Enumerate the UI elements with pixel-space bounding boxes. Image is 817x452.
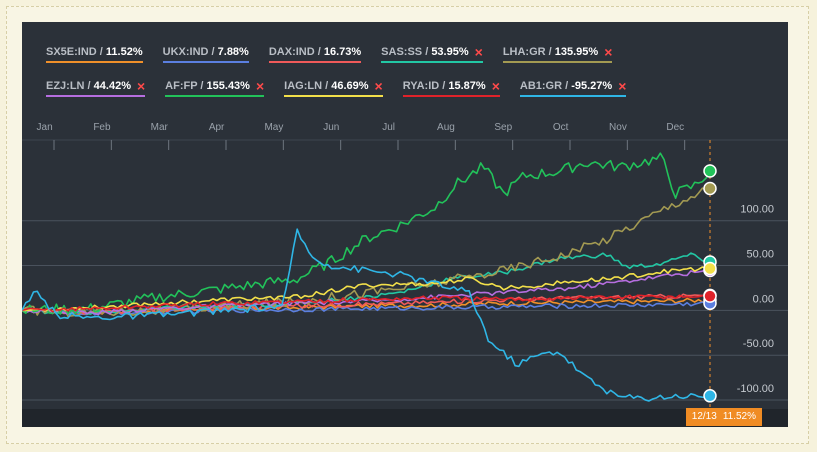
- chart-panel: 100.00 50.00 0.00 -50.00 -100.00 Jan Feb Mar Apr…: [22, 22, 788, 427]
- y-tick-label: 0.00: [753, 293, 774, 305]
- legend-ticker: IAG:LN: [284, 80, 323, 92]
- legend-ticker: UKX:IND: [162, 46, 209, 58]
- legend-label: LHA:GR / 135.95%: [502, 46, 599, 58]
- legend-item-rya-id[interactable]: RYA:ID / 15.87% ×: [402, 78, 500, 97]
- endpoint-marker-af-fp[interactable]: [703, 164, 717, 178]
- y-tick-label: -50.00: [743, 338, 774, 350]
- legend-ticker: SX5E:IND: [46, 46, 97, 58]
- legend-label: AB1:GR / -95.27%: [519, 80, 613, 92]
- y-tick-label: -100.00: [737, 383, 774, 395]
- legend-item-lha-gr[interactable]: LHA:GR / 135.95% ×: [502, 44, 613, 63]
- legend-ticker: DAX:IND: [268, 46, 315, 58]
- legend-value: 44.42%: [93, 80, 131, 92]
- legend-ticker: SAS:SS: [381, 46, 423, 58]
- endpoint-marker-rya-id[interactable]: [703, 289, 717, 303]
- legend-value: 15.87%: [448, 80, 486, 92]
- x-tick-label: Dec: [666, 122, 684, 133]
- legend-value: 53.95%: [431, 46, 469, 58]
- x-tick-label: Mar: [151, 122, 169, 133]
- legend-item-dax-ind[interactable]: DAX:IND / 16.73%: [268, 46, 362, 63]
- legend-value: 155.43%: [206, 80, 250, 92]
- series-line-lha-gr: [22, 187, 711, 317]
- x-axis-strip: [22, 409, 788, 427]
- series-line-ezj-ln: [22, 268, 711, 316]
- date-tag: 12/13 11.52%: [685, 408, 762, 426]
- legend-label: DAX:IND / 16.73%: [268, 46, 362, 58]
- legend-row-1: SX5E:IND / 11.52% UKX:IND / 7.88% DAX:IND …: [46, 44, 613, 70]
- legend-label: UKX:IND / 7.88%: [162, 46, 249, 58]
- legend-item-ukx-ind[interactable]: UKX:IND / 7.88%: [162, 46, 249, 63]
- legend-value: 46.69%: [331, 80, 369, 92]
- legend-value: 7.88%: [217, 46, 249, 58]
- legend-value: -95.27%: [571, 80, 613, 92]
- x-tick-label: Aug: [437, 122, 455, 133]
- remove-series-icon[interactable]: ×: [618, 78, 627, 94]
- series-line-ab1-gr: [22, 228, 711, 402]
- x-tick-label: Sep: [494, 122, 512, 133]
- x-tick-label: Jun: [323, 122, 339, 133]
- endpoint-marker-ab1-gr[interactable]: [703, 389, 717, 403]
- remove-series-icon[interactable]: ×: [136, 78, 146, 94]
- remove-series-icon[interactable]: ×: [374, 78, 383, 94]
- date-tag-value: 11.52%: [722, 411, 756, 422]
- x-tick-label: Feb: [93, 122, 111, 133]
- series-line-rya-id: [22, 293, 711, 313]
- legend-item-ab1-gr[interactable]: AB1:GR / -95.27% ×: [519, 78, 627, 97]
- x-tick-label: Apr: [209, 122, 225, 133]
- legend-ticker: LHA:GR: [502, 46, 546, 58]
- x-tick-label: Oct: [553, 122, 569, 133]
- legend-ticker: EZJ:LN: [46, 80, 85, 92]
- x-tick-label: Jul: [382, 122, 395, 133]
- legend-label: IAG:LN / 46.69%: [284, 80, 369, 92]
- legend-item-sx5e-ind[interactable]: SX5E:IND / 11.52%: [46, 46, 143, 63]
- legend-ticker: RYA:ID: [402, 80, 440, 92]
- legend-value: 135.95%: [554, 46, 599, 58]
- legend-label: SX5E:IND / 11.52%: [46, 46, 143, 58]
- y-tick-label: 100.00: [740, 204, 774, 216]
- remove-series-icon[interactable]: ×: [604, 44, 613, 60]
- legend-row-2: EZJ:LN / 44.42% × AF:FP / 155.43% × IAG:LN /…: [46, 78, 627, 104]
- legend-item-iag-ln[interactable]: IAG:LN / 46.69% ×: [284, 78, 383, 97]
- series-line-af-fp: [22, 152, 711, 315]
- remove-series-icon[interactable]: ×: [491, 78, 500, 94]
- legend-item-sas-ss[interactable]: SAS:SS / 53.95% ×: [381, 44, 483, 63]
- chart-canvas: 100.00 50.00 0.00 -50.00 -100.00 Jan Feb Mar Apr…: [22, 122, 788, 417]
- endpoint-marker-lha-gr[interactable]: [703, 181, 717, 196]
- x-tick-label: Nov: [609, 122, 627, 133]
- legend-value: 16.73%: [323, 46, 362, 58]
- endpoint-marker-iag-ln[interactable]: [703, 261, 717, 276]
- series-line-sas-ss: [22, 252, 711, 316]
- y-tick-label: 50.00: [746, 249, 774, 261]
- series-line-iag-ln: [22, 266, 711, 312]
- legend-ticker: AF:FP: [165, 80, 198, 92]
- legend-value: 11.52%: [105, 46, 143, 58]
- date-tag-date: 12/13: [691, 411, 717, 422]
- legend-label: RYA:ID / 15.87%: [402, 80, 486, 92]
- remove-series-icon[interactable]: ×: [474, 44, 483, 60]
- legend-item-af-fp[interactable]: AF:FP / 155.43% ×: [165, 78, 265, 97]
- x-tick-label: Jan: [37, 122, 53, 133]
- legend-label: EZJ:LN / 44.42%: [46, 80, 131, 92]
- legend-item-ezj-ln[interactable]: EZJ:LN / 44.42% ×: [46, 78, 146, 97]
- legend-label: AF:FP / 155.43%: [165, 80, 250, 92]
- remove-series-icon[interactable]: ×: [255, 78, 265, 94]
- legend-ticker: AB1:GR: [519, 80, 563, 92]
- x-tick-label: May: [264, 122, 283, 133]
- legend-label: SAS:SS / 53.95%: [381, 46, 469, 58]
